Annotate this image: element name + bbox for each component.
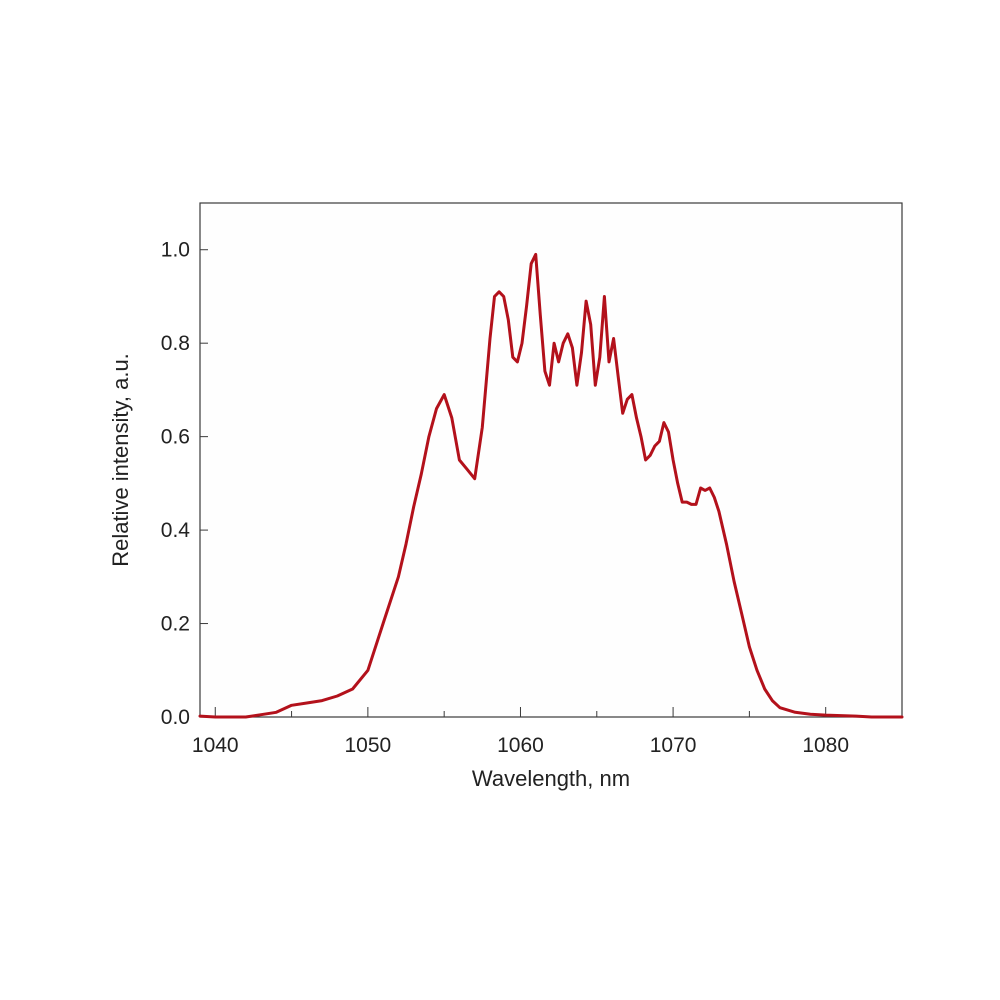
y-tick-label: 0.2	[161, 613, 190, 636]
x-tick-label: 1080	[802, 734, 849, 757]
y-axis-ticks: 0.0 0.2 0.4 0.6 0.8 1.0	[161, 239, 208, 729]
spectrum-line	[198, 252, 904, 719]
x-axis-ticks: 1040 1050 1060 1070 1080	[192, 707, 903, 757]
plot-frame	[199, 202, 903, 718]
y-tick-label: 0.8	[161, 332, 190, 355]
y-tick-label: 0.0	[161, 706, 190, 729]
x-axis-label: Wavelength, nm	[472, 766, 630, 791]
x-tick-label: 1050	[345, 734, 392, 757]
y-tick-label: 0.6	[161, 426, 190, 449]
y-tick-label: 0.4	[161, 519, 191, 542]
x-tick-label: 1070	[650, 734, 697, 757]
x-tick-label: 1060	[497, 734, 544, 757]
y-tick-label: 1.0	[161, 239, 190, 262]
x-tick-label: 1040	[192, 734, 239, 757]
y-axis-label: Relative intensity, a.u.	[108, 353, 133, 567]
